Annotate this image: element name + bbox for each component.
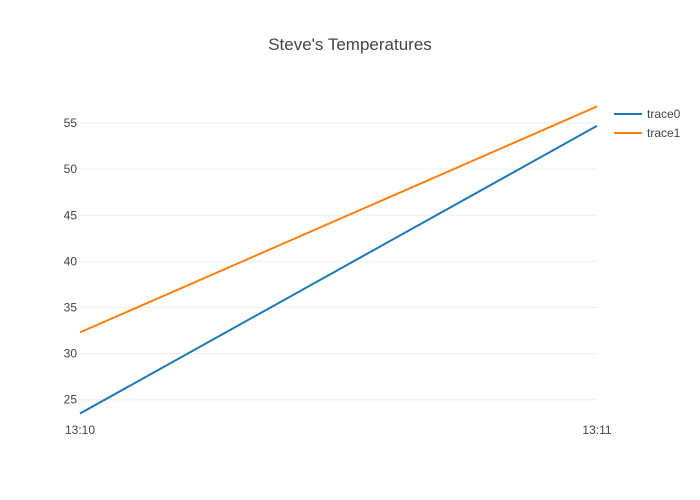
y-axis-ticks: 25 30 35 40 45 50 55: [64, 116, 78, 407]
chart-title: Steve's Temperatures: [268, 35, 432, 54]
y-tick-label: 35: [64, 300, 78, 314]
series-line-trace0[interactable]: [79, 124, 598, 415]
grid-lines: [80, 122, 597, 401]
x-tick-label: 13:10: [65, 423, 95, 437]
x-tick-label: 13:11: [582, 423, 611, 437]
legend-item-trace1[interactable]: trace1: [614, 126, 681, 140]
legend-label: trace0: [647, 107, 681, 121]
legend-item-trace0[interactable]: trace0: [614, 107, 681, 121]
legend-label: trace1: [647, 126, 681, 140]
legend[interactable]: trace0 trace1: [614, 107, 681, 140]
y-tick-label: 50: [64, 162, 78, 176]
y-tick-label: 40: [64, 254, 78, 268]
series-lines: [79, 105, 598, 415]
series-line-trace1[interactable]: [79, 105, 598, 334]
y-tick-label: 25: [64, 393, 78, 407]
y-tick-label: 30: [64, 347, 78, 361]
x-axis-ticks: 13:10 13:11: [65, 423, 612, 437]
y-tick-label: 55: [64, 116, 78, 130]
y-tick-label: 45: [64, 208, 78, 222]
